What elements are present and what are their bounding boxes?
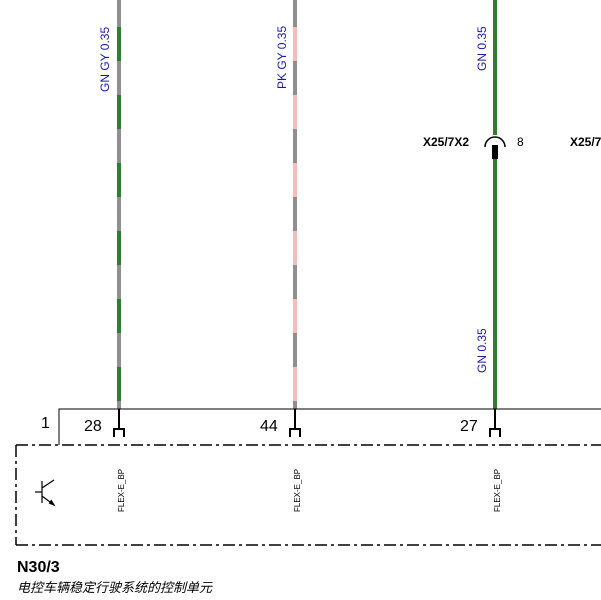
connector-pin-number: 8 (517, 135, 524, 149)
pin-number-28: 28 (84, 418, 102, 435)
wire-label-gn-top: GN 0.35 (475, 26, 489, 71)
pin-number-44: 44 (260, 418, 278, 435)
pin-terminal-icon (289, 409, 301, 437)
connector-label-x25-7x2: X25/7X2 (423, 135, 469, 149)
wire-label-gn-bottom: GN 0.35 (475, 328, 489, 373)
flex-label-pin-28: FLEX-E_BP (117, 469, 126, 512)
connector-plug-icon[interactable] (484, 136, 506, 159)
wire-label-gn-gy: GN GY 0.35 (98, 27, 112, 92)
pin-number-27: 27 (460, 418, 478, 435)
flex-label-pin-27: FLEX-E_BP (493, 469, 502, 512)
connector-label-x25-7-partial: X25/7 (570, 135, 601, 149)
transistor-icon (35, 479, 56, 507)
flex-label-pin-44: FLEX-E_BP (293, 469, 302, 512)
component-pin-1: 1 (41, 415, 50, 432)
component-outline (15, 408, 601, 546)
component-description: 电控车辆稳定行驶系统的控制单元 (17, 580, 213, 595)
pin-terminal-icon (489, 409, 501, 437)
pin-terminal-icon (113, 409, 125, 437)
wire-label-pk-gy: PK GY 0.35 (275, 26, 289, 89)
component-id: N30/3 (17, 559, 60, 576)
